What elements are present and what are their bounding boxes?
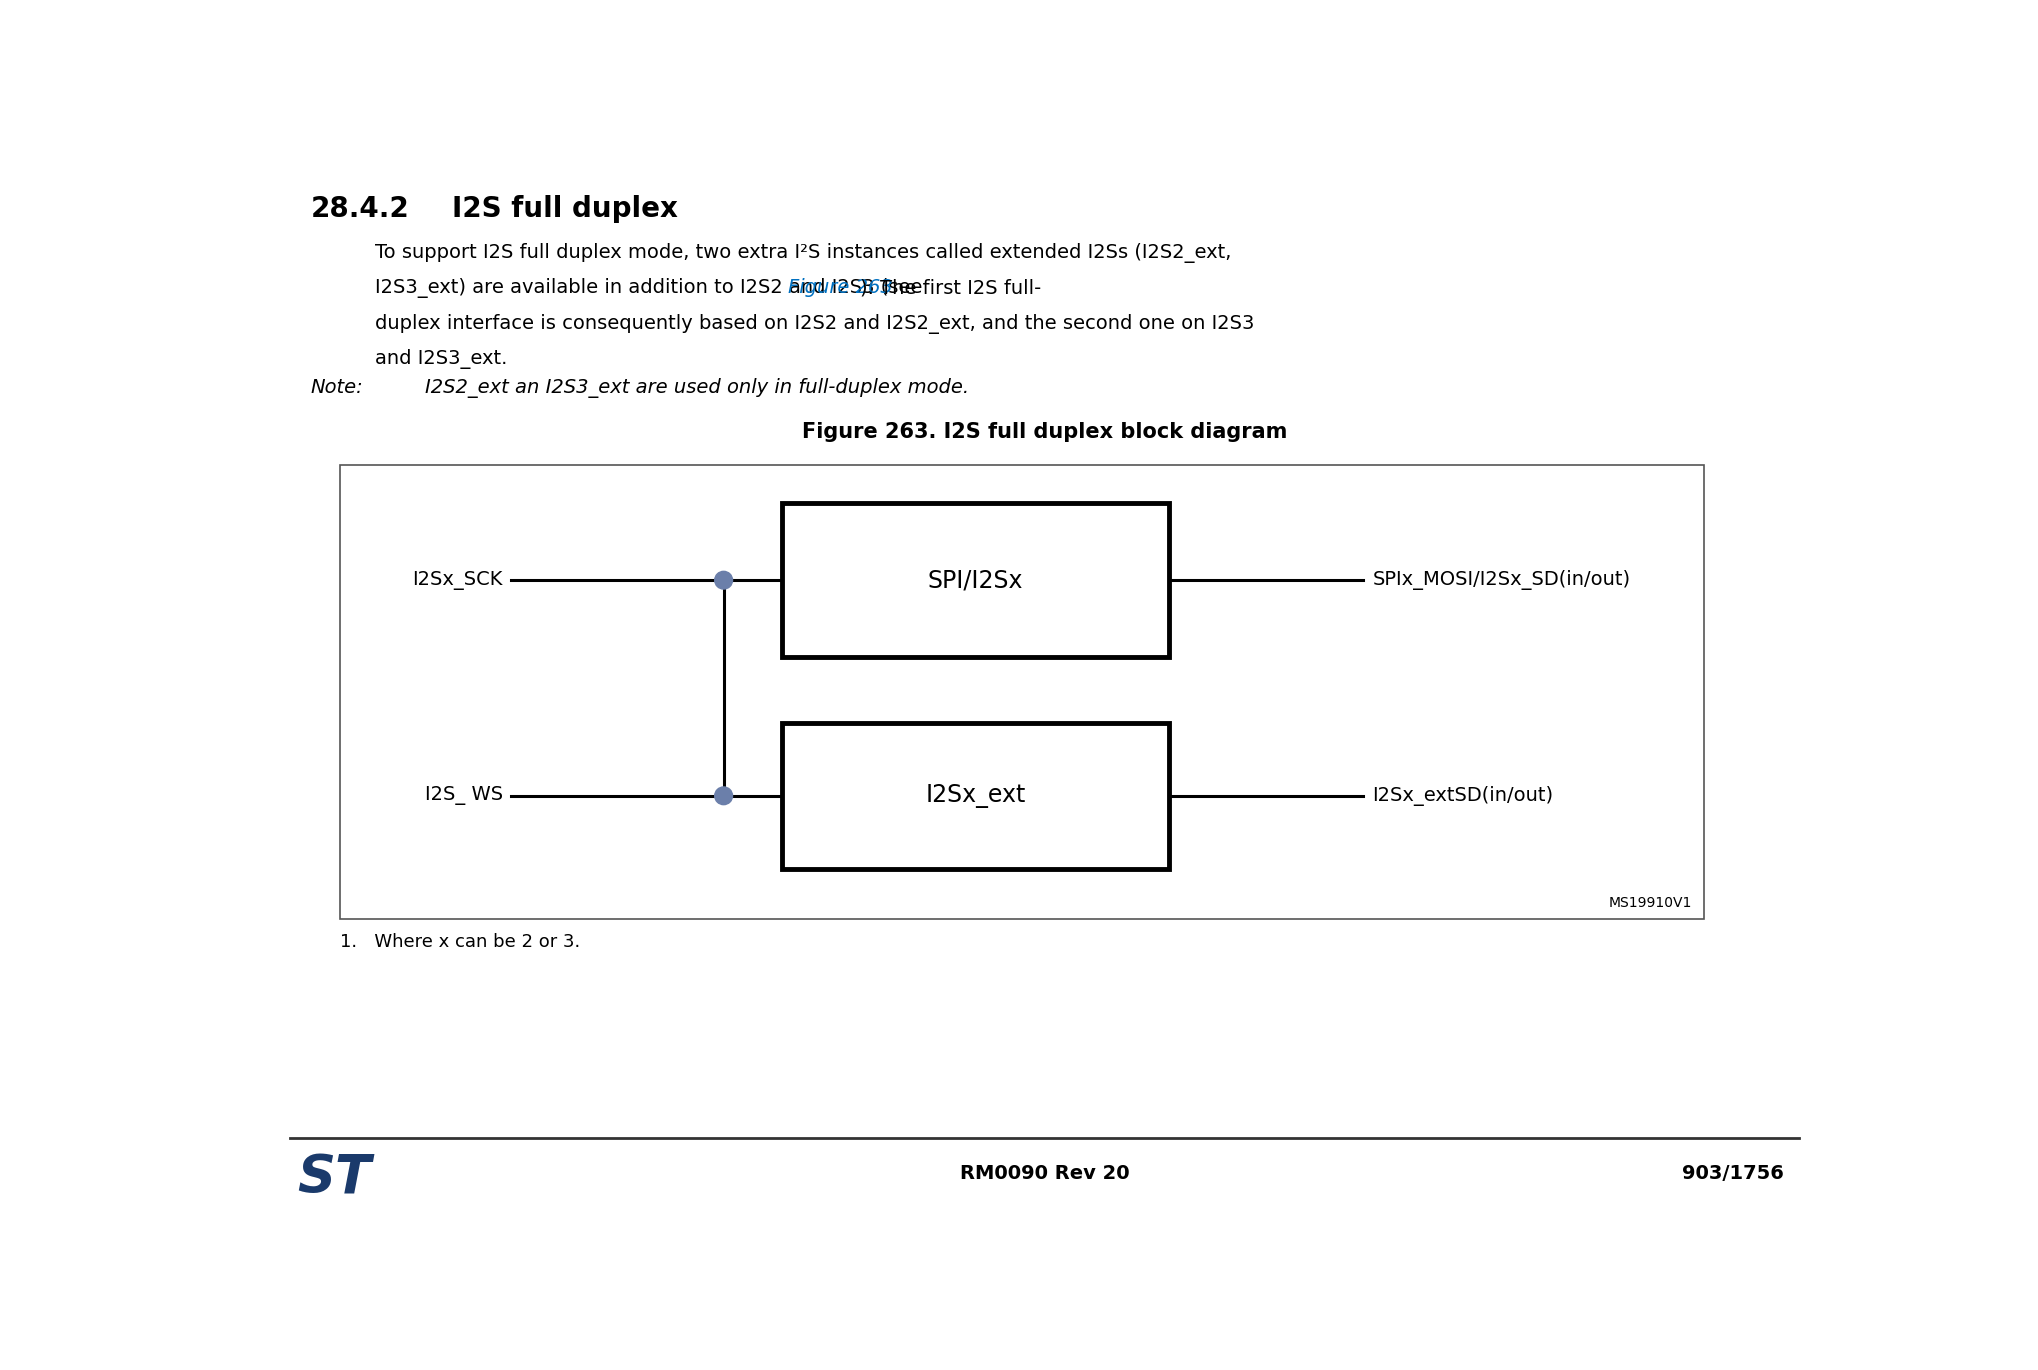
Text: I2S_ WS: I2S_ WS: [424, 786, 503, 806]
Text: I2S2_ext an I2S3_ext are used only in full-duplex mode.: I2S2_ext an I2S3_ext are used only in fu…: [426, 378, 970, 399]
Text: SPIx_MOSI/I2Sx_SD(in/out): SPIx_MOSI/I2Sx_SD(in/out): [1372, 570, 1630, 590]
Text: Note:: Note:: [310, 378, 363, 397]
Circle shape: [715, 786, 732, 804]
Bar: [783, 722, 1170, 869]
Text: I2Sx_SCK: I2Sx_SCK: [412, 571, 503, 589]
Text: I2S3_ext) are available in addition to I2S2 and I2S3 (see: I2S3_ext) are available in addition to I…: [375, 278, 929, 299]
Text: ). The first I2S full-: ). The first I2S full-: [860, 278, 1041, 297]
Text: I2S full duplex: I2S full duplex: [452, 195, 679, 223]
Text: duplex interface is consequently based on I2S2 and I2S2_ext, and the second one : duplex interface is consequently based o…: [375, 314, 1253, 334]
Text: Figure 263. I2S full duplex block diagram: Figure 263. I2S full duplex block diagra…: [801, 422, 1288, 443]
Bar: [783, 503, 1170, 658]
Text: ST: ST: [298, 1152, 371, 1204]
Text: To support I2S full duplex mode, two extra I²S instances called extended I2Ss (I: To support I2S full duplex mode, two ext…: [375, 242, 1231, 263]
Text: I2Sx_ext: I2Sx_ext: [925, 784, 1025, 808]
Text: 1.   Where x can be 2 or 3.: 1. Where x can be 2 or 3.: [340, 933, 581, 951]
Text: RM0090 Rev 20: RM0090 Rev 20: [960, 1164, 1129, 1182]
Text: 903/1756: 903/1756: [1681, 1164, 1783, 1182]
Text: 28.4.2: 28.4.2: [310, 195, 410, 223]
Circle shape: [715, 571, 732, 589]
Text: I2Sx_extSD(in/out): I2Sx_extSD(in/out): [1372, 786, 1553, 806]
Bar: [340, 464, 1704, 919]
Text: MS19910V1: MS19910V1: [1608, 896, 1692, 910]
Text: and I2S3_ext.: and I2S3_ext.: [375, 349, 507, 369]
Text: SPI/I2Sx: SPI/I2Sx: [927, 569, 1023, 592]
Text: Figure 263: Figure 263: [789, 278, 893, 297]
